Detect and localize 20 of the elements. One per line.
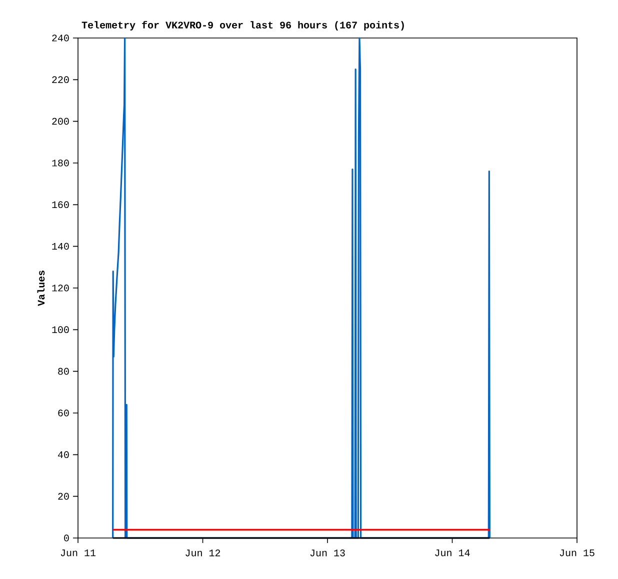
y-tick-label: 20 [58, 492, 69, 500]
y-tick-label: 60 [58, 410, 69, 416]
y-tick-label: 220 [52, 76, 69, 84]
chart-title: Telemetry for VK2VRO-9 over last 96 hours (167 points) [82, 20, 404, 30]
y-tick-label: 240 [52, 34, 69, 42]
x-tick-label: Jun 13 [310, 550, 345, 556]
x-tick-label: Jun 14 [435, 550, 470, 556]
y-tick-label: 40 [58, 451, 69, 458]
x-tick-label: Jun 11 [60, 550, 96, 556]
y-tick-label: 80 [58, 368, 69, 375]
y-tick-label: 180 [52, 160, 69, 166]
y-tick-label: 140 [52, 242, 69, 250]
x-tick-label: Jun 15 [560, 550, 594, 556]
x-tick-label: Jun 12 [186, 550, 220, 556]
y-tick-label: 200 [52, 118, 69, 125]
y-tick-label: 100 [52, 326, 69, 334]
y-axis-title: Values [37, 270, 45, 306]
y-tick-label: 0 [64, 534, 69, 542]
y-tick-label: 160 [52, 201, 69, 208]
y-tick-label: 120 [52, 284, 69, 292]
